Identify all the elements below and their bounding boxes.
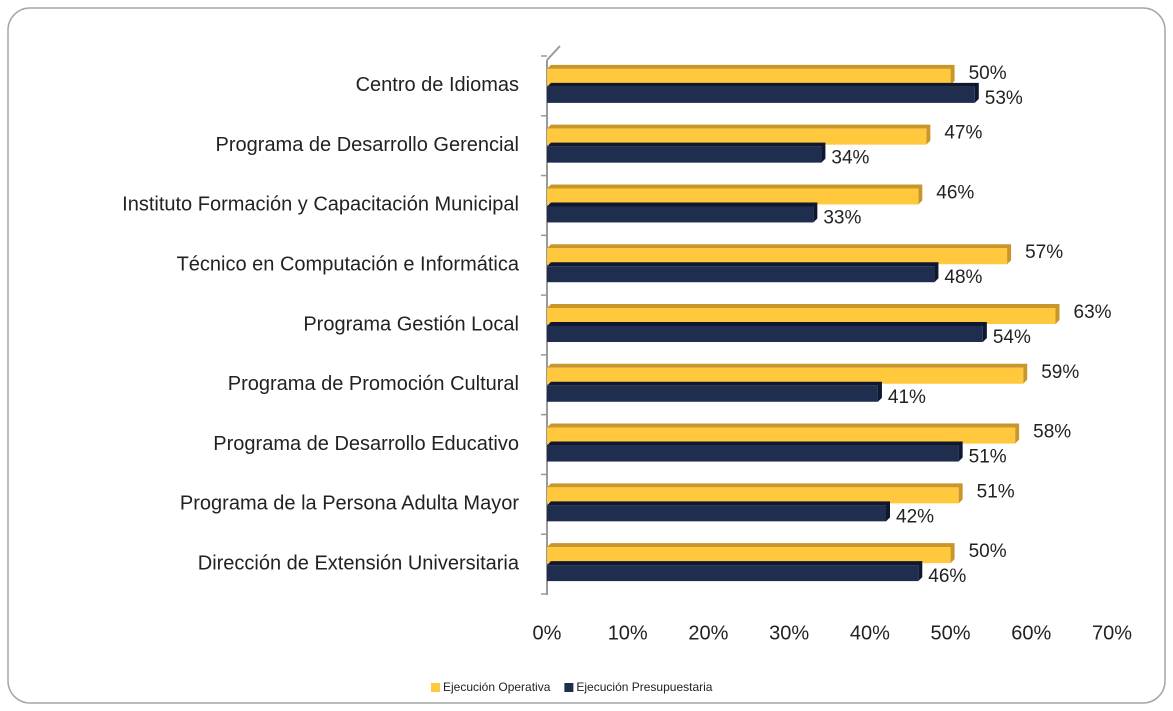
legend-swatch: [431, 683, 440, 692]
bar: [547, 266, 935, 283]
x-tick-label: 10%: [608, 622, 648, 644]
bar: [547, 206, 814, 223]
data-label: 47%: [944, 123, 982, 144]
data-label: 58%: [1033, 422, 1071, 443]
chart-frame: [7, 7, 1166, 704]
category-label: Programa de la Persona Adulta Mayor: [180, 493, 519, 515]
bar: [547, 68, 951, 85]
category-label: Instituto Formación y Capacitación Munic…: [122, 194, 519, 216]
x-tick-label: 40%: [850, 622, 890, 644]
bar: [547, 367, 1024, 384]
data-label: 59%: [1041, 362, 1079, 383]
data-label: 33%: [823, 207, 861, 228]
data-label: 34%: [831, 148, 869, 169]
category-label: Programa de Promoción Cultural: [228, 373, 519, 395]
bar: [547, 565, 919, 582]
category-label: Dirección de Extensión Universitaria: [198, 552, 520, 574]
bar: [547, 146, 822, 163]
category-label: Centro de Idiomas: [356, 74, 519, 96]
data-label: 54%: [993, 327, 1031, 348]
legend-label: Ejecución Presupuestaria: [576, 680, 712, 694]
x-tick-label: 60%: [1011, 622, 1051, 644]
data-label: 48%: [944, 267, 982, 288]
y-axis-depth: [546, 45, 561, 61]
legend-label: Ejecución Operativa: [443, 680, 551, 694]
data-label: 41%: [888, 387, 926, 408]
data-label: 46%: [936, 182, 974, 203]
bar: [547, 547, 951, 564]
x-tick-label: 30%: [769, 622, 809, 644]
bar: [547, 128, 927, 145]
data-label: 46%: [928, 566, 966, 587]
bar: [547, 308, 1056, 324]
bar: [547, 385, 878, 402]
data-label: 50%: [969, 541, 1007, 562]
x-tick-label: 20%: [688, 622, 728, 644]
bar: [547, 487, 959, 504]
x-tick-label: 0%: [533, 622, 562, 644]
data-label: 42%: [896, 506, 934, 527]
category-label: Programa de Desarrollo Gerencial: [216, 134, 519, 156]
bar: [547, 427, 1016, 444]
category-label: Técnico en Computación e Informática: [177, 254, 520, 276]
data-label: 51%: [977, 481, 1015, 502]
x-tick-label: 70%: [1092, 622, 1132, 644]
bar: [547, 188, 919, 205]
data-label: 53%: [985, 88, 1023, 109]
data-label: 57%: [1025, 242, 1063, 263]
bar: [547, 326, 983, 342]
data-label: 63%: [1074, 302, 1112, 323]
category-label: Programa de Desarrollo Educativo: [213, 433, 519, 455]
legend-swatch: [564, 683, 574, 692]
bar: [547, 86, 975, 103]
bar: [547, 248, 1008, 265]
x-tick-label: 50%: [931, 622, 971, 644]
category-label: Programa Gestión Local: [303, 313, 519, 335]
data-label: 51%: [969, 447, 1007, 468]
bar: [547, 445, 959, 462]
data-label: 50%: [969, 63, 1007, 84]
bar: [547, 505, 886, 522]
